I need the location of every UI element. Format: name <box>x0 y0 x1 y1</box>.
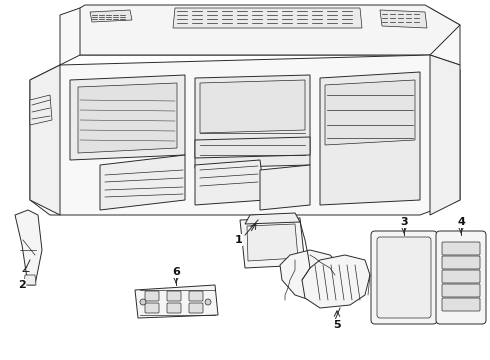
Polygon shape <box>90 10 132 22</box>
Polygon shape <box>245 213 300 224</box>
FancyBboxPatch shape <box>442 298 480 311</box>
Polygon shape <box>24 275 36 285</box>
FancyBboxPatch shape <box>442 284 480 297</box>
Polygon shape <box>260 165 310 210</box>
Text: 6: 6 <box>172 267 180 277</box>
Circle shape <box>140 299 146 305</box>
Polygon shape <box>195 75 310 168</box>
FancyBboxPatch shape <box>377 237 431 318</box>
Polygon shape <box>430 55 460 215</box>
FancyBboxPatch shape <box>442 242 480 255</box>
Polygon shape <box>320 72 420 205</box>
FancyBboxPatch shape <box>436 231 486 324</box>
Polygon shape <box>80 5 460 55</box>
Polygon shape <box>280 250 340 300</box>
Polygon shape <box>240 218 305 268</box>
Polygon shape <box>78 83 177 153</box>
FancyBboxPatch shape <box>189 291 203 301</box>
Polygon shape <box>173 8 362 28</box>
FancyBboxPatch shape <box>145 291 159 301</box>
Polygon shape <box>195 160 265 205</box>
Polygon shape <box>70 75 185 160</box>
FancyBboxPatch shape <box>442 270 480 283</box>
Polygon shape <box>30 95 52 125</box>
Polygon shape <box>380 10 427 28</box>
FancyBboxPatch shape <box>167 303 181 313</box>
Polygon shape <box>247 224 298 261</box>
Text: 4: 4 <box>457 217 465 227</box>
Polygon shape <box>30 55 460 215</box>
FancyBboxPatch shape <box>371 231 437 324</box>
FancyBboxPatch shape <box>167 291 181 301</box>
FancyBboxPatch shape <box>442 256 480 269</box>
Text: 3: 3 <box>400 217 408 227</box>
Polygon shape <box>100 155 185 210</box>
Polygon shape <box>30 65 60 215</box>
Polygon shape <box>135 285 218 318</box>
Polygon shape <box>302 255 370 308</box>
Polygon shape <box>195 137 310 158</box>
Polygon shape <box>325 80 415 145</box>
Text: 2: 2 <box>18 280 26 290</box>
Circle shape <box>205 299 211 305</box>
FancyBboxPatch shape <box>189 303 203 313</box>
Polygon shape <box>60 8 460 65</box>
Text: 1: 1 <box>235 235 243 245</box>
FancyBboxPatch shape <box>145 303 159 313</box>
Polygon shape <box>200 80 305 133</box>
Text: 5: 5 <box>333 320 341 330</box>
Polygon shape <box>15 210 42 285</box>
